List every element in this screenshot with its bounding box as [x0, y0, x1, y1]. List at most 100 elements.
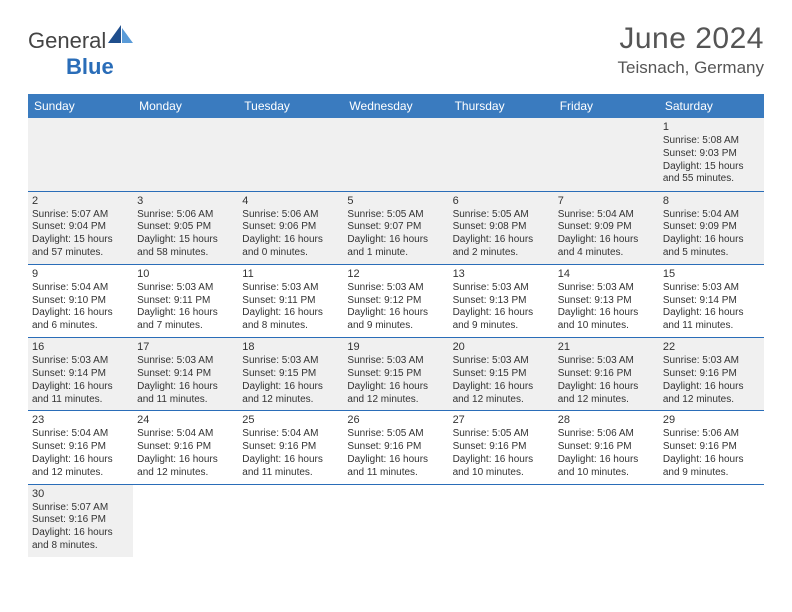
calendar-week-row: 2Sunrise: 5:07 AMSunset: 9:04 PMDaylight… — [28, 191, 764, 264]
calendar-week-row: 16 Sunrise: 5:03 AM Sunset: 9:14 PM Dayligh… — [28, 338, 764, 411]
sunset-text: Sunset: 9:16 PM — [558, 368, 655, 381]
logo-general-text: General — [28, 28, 106, 54]
logo: General — [28, 28, 134, 54]
calendar-day-cell: 22Sunrise: 5:03 AMSunset: 9:16 PMDayligh… — [659, 338, 764, 411]
sunset-text: Sunset: 9:03 PM — [663, 148, 760, 161]
day-number: 23 — [32, 413, 129, 427]
calendar-day-cell: 13Sunrise: 5:03 AMSunset: 9:13 PMDayligh… — [449, 264, 554, 337]
day-header: Tuesday — [238, 94, 343, 118]
day-header: Saturday — [659, 94, 764, 118]
sunset-text: Sunset: 9:16 PM — [663, 441, 760, 454]
daylight-text: Daylight: 16 hours and 9 minutes. — [663, 454, 760, 480]
day-number: 9 — [32, 267, 129, 281]
sunrise-text: Sunrise: 5:03 AM — [347, 355, 444, 368]
sunset-text: Sunset: 9:16 PM — [32, 514, 129, 527]
calendar-day-cell: 26Sunrise: 5:05 AMSunset: 9:16 PMDayligh… — [343, 411, 448, 484]
sunset-text: Sunset: 9:08 PM — [453, 221, 550, 234]
calendar-day-cell — [343, 118, 448, 191]
daylight-text: Daylight: 16 hours and 11 minutes. — [347, 454, 444, 480]
calendar-day-cell: 21Sunrise: 5:03 AMSunset: 9:16 PMDayligh… — [554, 338, 659, 411]
calendar-day-cell: 12Sunrise: 5:03 AMSunset: 9:12 PMDayligh… — [343, 264, 448, 337]
day-number: 29 — [663, 413, 760, 427]
daylight-text: Daylight: 16 hours and 12 minutes. — [32, 454, 129, 480]
sunset-text: Sunset: 9:15 PM — [453, 368, 550, 381]
daylight-text: Daylight: 16 hours and 6 minutes. — [32, 307, 129, 333]
sunrise-text: Sunrise: 5:05 AM — [347, 428, 444, 441]
calendar-day-cell — [238, 484, 343, 557]
sunrise-text: Sunrise: 5:04 AM — [32, 428, 129, 441]
daylight-text: Daylight: 16 hours and 11 minutes. — [137, 381, 234, 407]
calendar-day-cell: 27Sunrise: 5:05 AMSunset: 9:16 PMDayligh… — [449, 411, 554, 484]
logo-sail-icon — [108, 25, 134, 51]
day-number: 3 — [137, 194, 234, 208]
sunrise-text: Sunrise: 5:03 AM — [347, 282, 444, 295]
day-number: 18 — [242, 340, 339, 354]
sunrise-text: Sunrise: 5:06 AM — [558, 428, 655, 441]
sunrise-text: Sunrise: 5:08 AM — [663, 135, 760, 148]
title-block: June 2024 Teisnach, Germany — [618, 22, 764, 78]
daylight-text: Daylight: 16 hours and 11 minutes. — [663, 307, 760, 333]
calendar-day-cell: 14Sunrise: 5:03 AMSunset: 9:13 PMDayligh… — [554, 264, 659, 337]
daylight-text: Daylight: 16 hours and 4 minutes. — [558, 234, 655, 260]
calendar-day-cell — [554, 484, 659, 557]
day-number: 4 — [242, 194, 339, 208]
calendar-day-cell: 3Sunrise: 5:06 AMSunset: 9:05 PMDaylight… — [133, 191, 238, 264]
sunset-text: Sunset: 9:16 PM — [32, 441, 129, 454]
sunset-text: Sunset: 9:13 PM — [558, 295, 655, 308]
sunrise-text: Sunrise: 5:07 AM — [32, 209, 129, 222]
sunrise-text: Sunrise: 5:04 AM — [242, 428, 339, 441]
sunset-text: Sunset: 9:11 PM — [137, 295, 234, 308]
calendar-day-cell: 15Sunrise: 5:03 AMSunset: 9:14 PMDayligh… — [659, 264, 764, 337]
sunset-text: Sunset: 9:15 PM — [242, 368, 339, 381]
daylight-text: Daylight: 16 hours and 0 minutes. — [242, 234, 339, 260]
day-header: Wednesday — [343, 94, 448, 118]
daylight-text: Daylight: 16 hours and 10 minutes. — [558, 307, 655, 333]
calendar-day-cell: 24Sunrise: 5:04 AMSunset: 9:16 PMDayligh… — [133, 411, 238, 484]
sunset-text: Sunset: 9:04 PM — [32, 221, 129, 234]
calendar-day-cell: 16Sunrise: 5:03 AMSunset: 9:14 PMDayligh… — [28, 338, 133, 411]
day-number: 16 — [32, 340, 129, 354]
calendar-day-cell: 2Sunrise: 5:07 AMSunset: 9:04 PMDaylight… — [28, 191, 133, 264]
day-number: 19 — [347, 340, 444, 354]
calendar-day-cell: 28Sunrise: 5:06 AMSunset: 9:16 PMDayligh… — [554, 411, 659, 484]
calendar-table: Sunday Monday Tuesday Wednesday Thursday… — [28, 94, 764, 557]
day-number: 25 — [242, 413, 339, 427]
sunrise-text: Sunrise: 5:03 AM — [137, 282, 234, 295]
sunset-text: Sunset: 9:16 PM — [663, 368, 760, 381]
calendar-day-cell: 19Sunrise: 5:03 AMSunset: 9:15 PMDayligh… — [343, 338, 448, 411]
day-number: 12 — [347, 267, 444, 281]
day-number: 28 — [558, 413, 655, 427]
calendar-day-cell: 6Sunrise: 5:05 AMSunset: 9:08 PMDaylight… — [449, 191, 554, 264]
day-number: 21 — [558, 340, 655, 354]
daylight-text: Daylight: 16 hours and 2 minutes. — [453, 234, 550, 260]
daylight-text: Daylight: 16 hours and 9 minutes. — [453, 307, 550, 333]
day-number: 27 — [453, 413, 550, 427]
day-number: 13 — [453, 267, 550, 281]
day-number: 17 — [137, 340, 234, 354]
day-number: 15 — [663, 267, 760, 281]
calendar-day-cell — [28, 118, 133, 191]
sunrise-text: Sunrise: 5:05 AM — [453, 209, 550, 222]
calendar-page: General June 2024 Teisnach, Germany Blue — [0, 0, 792, 557]
sunset-text: Sunset: 9:13 PM — [453, 295, 550, 308]
calendar-day-cell: 8Sunrise: 5:04 AMSunset: 9:09 PMDaylight… — [659, 191, 764, 264]
sunset-text: Sunset: 9:14 PM — [32, 368, 129, 381]
sunrise-text: Sunrise: 5:03 AM — [453, 355, 550, 368]
sunrise-text: Sunrise: 5:03 AM — [558, 282, 655, 295]
sunrise-text: Sunrise: 5:07 AM — [32, 502, 129, 515]
calendar-day-cell: 18Sunrise: 5:03 AMSunset: 9:15 PMDayligh… — [238, 338, 343, 411]
calendar-day-cell — [133, 484, 238, 557]
day-number: 20 — [453, 340, 550, 354]
calendar-day-cell: 17Sunrise: 5:03 AMSunset: 9:14 PMDayligh… — [133, 338, 238, 411]
daylight-text: Daylight: 16 hours and 11 minutes. — [242, 454, 339, 480]
day-number: 30 — [32, 487, 129, 501]
location: Teisnach, Germany — [618, 58, 764, 78]
sunrise-text: Sunrise: 5:04 AM — [32, 282, 129, 295]
day-header: Sunday — [28, 94, 133, 118]
daylight-text: Daylight: 15 hours and 55 minutes. — [663, 161, 760, 187]
day-number: 5 — [347, 194, 444, 208]
sunrise-text: Sunrise: 5:03 AM — [663, 355, 760, 368]
day-number: 8 — [663, 194, 760, 208]
calendar-day-cell: 23Sunrise: 5:04 AMSunset: 9:16 PMDayligh… — [28, 411, 133, 484]
sunset-text: Sunset: 9:06 PM — [242, 221, 339, 234]
